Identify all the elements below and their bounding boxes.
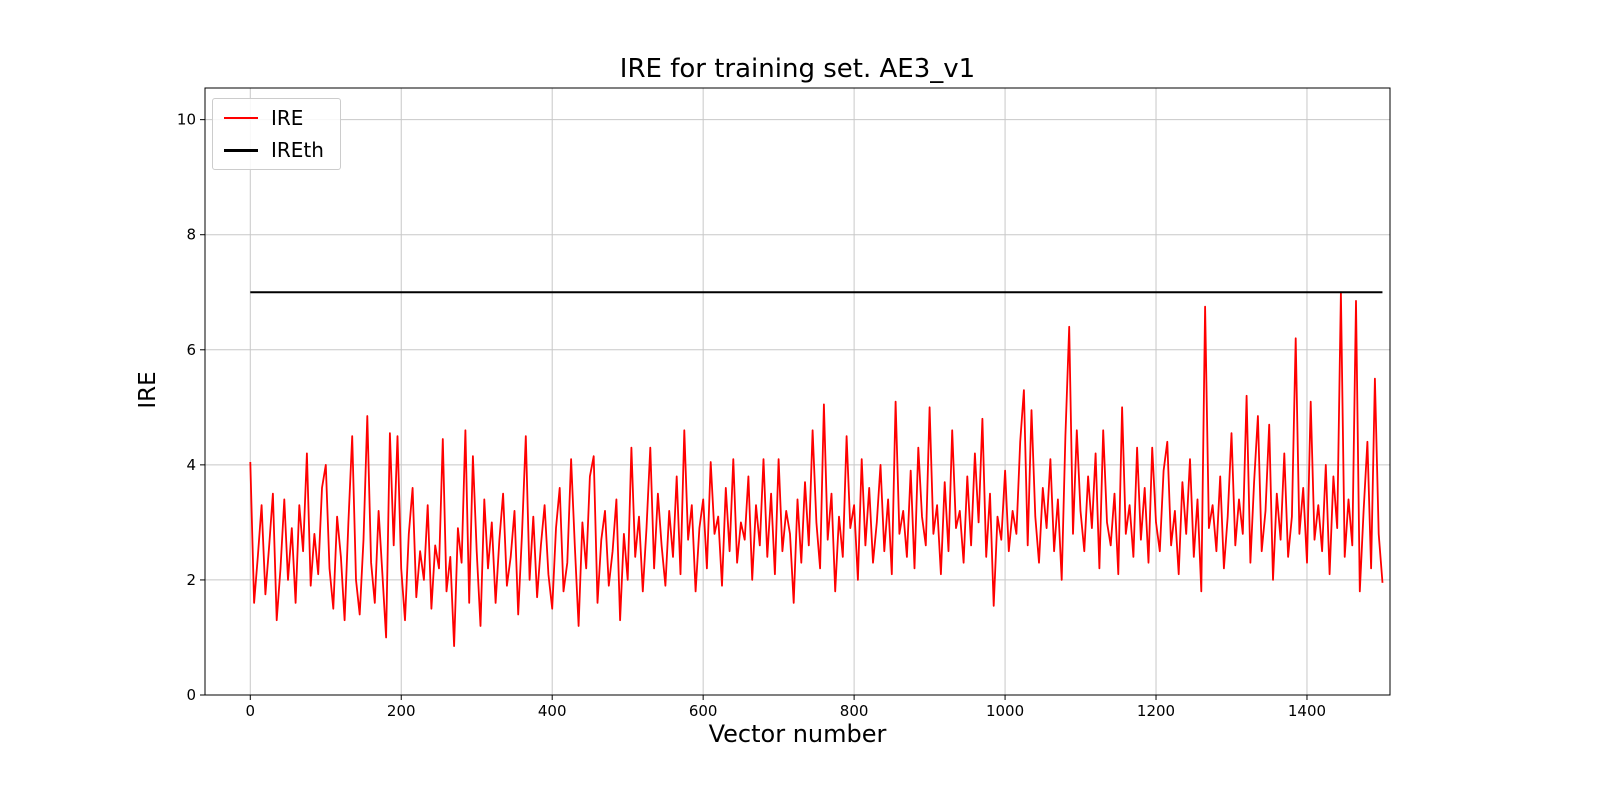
legend-item-ireth: IREth [224, 140, 324, 160]
y-tick-label: 0 [186, 686, 196, 704]
chart-title: IRE for training set. AE3_v1 [619, 54, 976, 84]
chart-legend: IRE IREth [212, 98, 341, 170]
x-tick-label: 600 [689, 702, 718, 720]
y-axis-label: IRE [135, 371, 161, 409]
legend-label-ireth: IREth [271, 138, 324, 162]
x-tick-label: 800 [840, 702, 869, 720]
legend-line-ireth-icon [224, 148, 258, 152]
y-tick-label: 2 [186, 571, 196, 589]
legend-item-ire: IRE [224, 108, 324, 128]
y-tick-label: 6 [186, 341, 196, 359]
ire-line [249, 291, 1384, 647]
x-tick-label: 400 [538, 702, 567, 720]
x-tick-label: 1000 [986, 702, 1024, 720]
x-tick-label: 0 [246, 702, 256, 720]
legend-label-ire: IRE [271, 106, 304, 130]
y-tick-label: 8 [186, 226, 196, 244]
x-tick-label: 1400 [1288, 702, 1326, 720]
legend-line-ire-icon [224, 116, 258, 120]
x-tick-label: 1200 [1137, 702, 1175, 720]
x-tick-label: 200 [387, 702, 416, 720]
y-tick-label: 4 [186, 456, 196, 474]
axes-frame [204, 87, 1391, 696]
y-tick-label: 10 [177, 111, 196, 129]
x-axis-label: Vector number [708, 720, 887, 748]
